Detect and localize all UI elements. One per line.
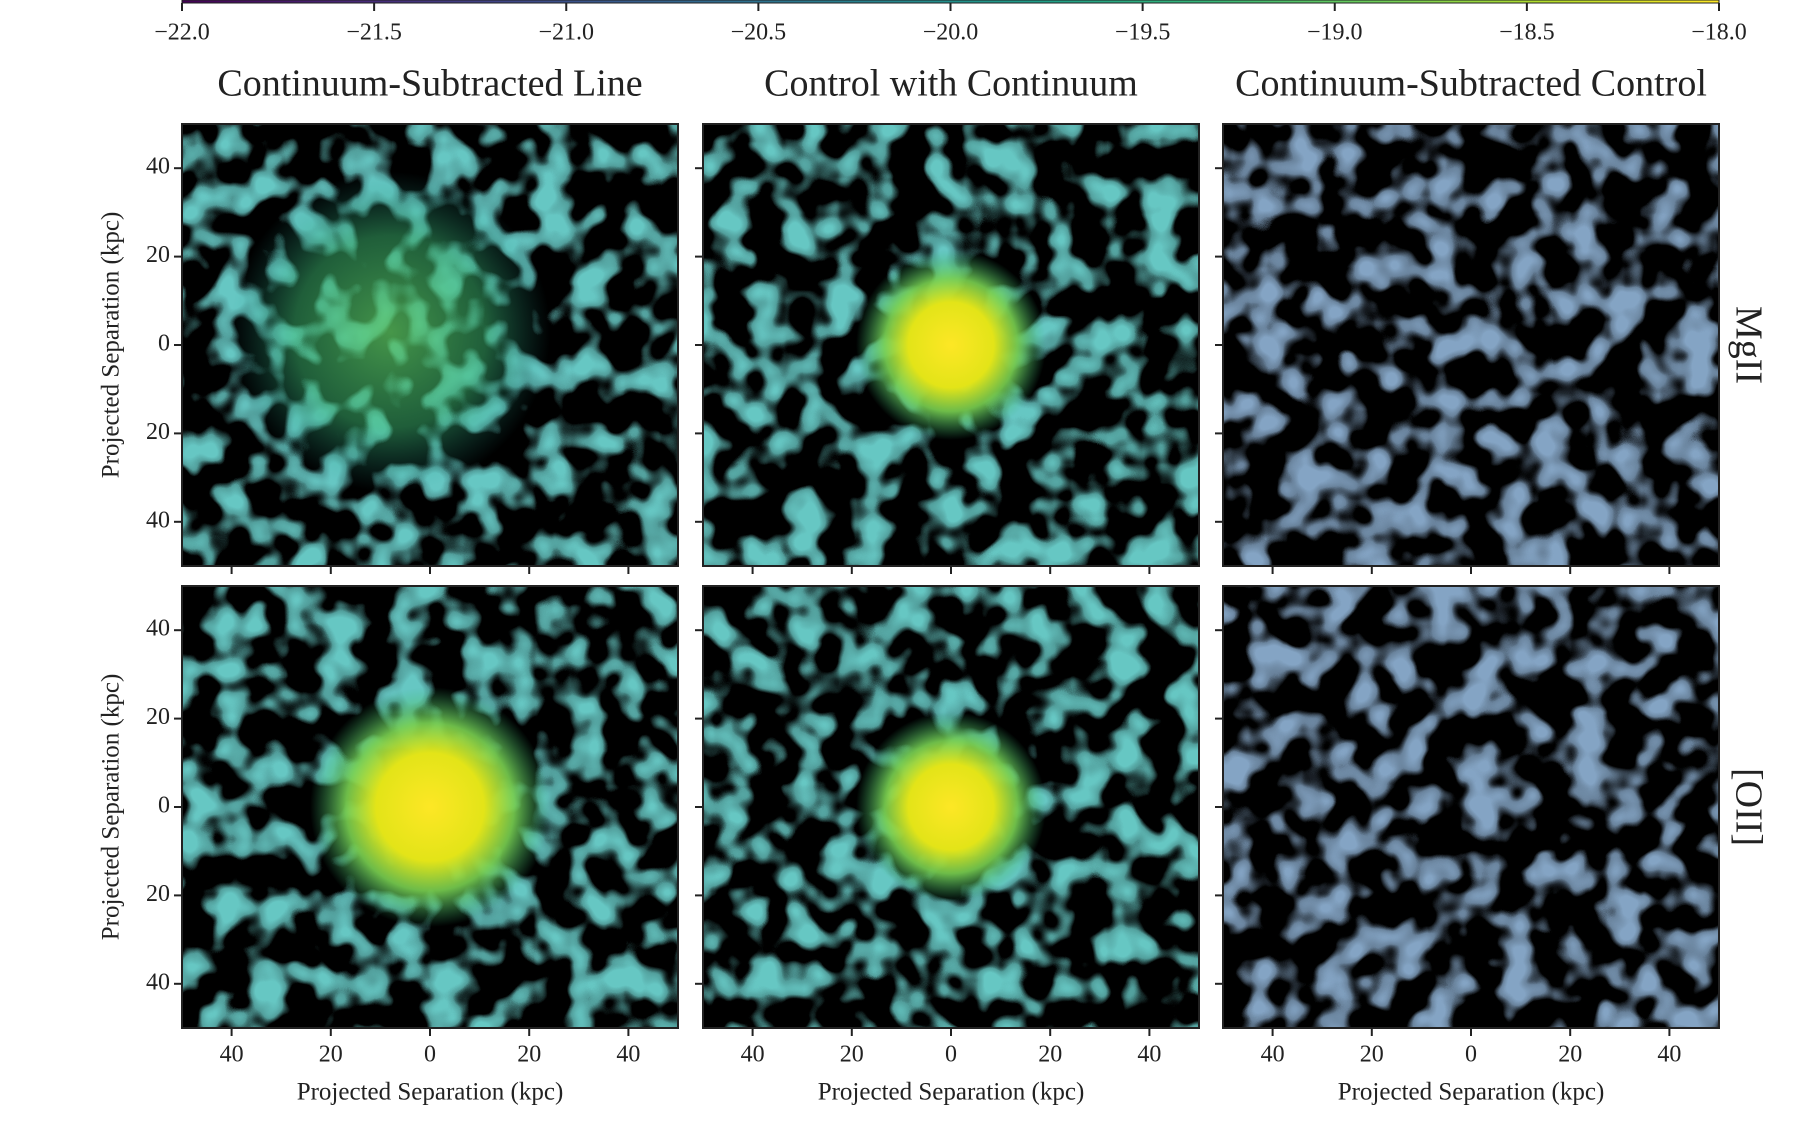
- image-panel: [182, 586, 678, 1028]
- row-label: MgII: [1727, 306, 1769, 384]
- image-panel: [1223, 124, 1719, 566]
- x-tick-label: 20: [1558, 1042, 1582, 1068]
- y-tick-label: 0: [158, 331, 170, 357]
- image-panel: [703, 124, 1199, 566]
- colorbar-tick-label: −21.0: [538, 20, 594, 46]
- x-tick-label: 40: [1261, 1042, 1285, 1068]
- column-title: Continuum-Subtracted Line: [217, 63, 642, 105]
- y-tick-label: 40: [146, 616, 170, 642]
- column-title: Continuum-Subtracted Control: [1235, 63, 1707, 105]
- colorbar-tick-label: −21.5: [346, 20, 402, 46]
- y-tick-label: 40: [146, 969, 170, 995]
- x-tick-label: 40: [616, 1042, 640, 1068]
- x-tick-label: 20: [840, 1042, 864, 1068]
- y-tick-label: 20: [146, 704, 170, 730]
- colorbar-tick-label: −19.5: [1115, 20, 1171, 46]
- x-axis-label: Projected Separation (kpc): [818, 1079, 1085, 1106]
- row-label: [OII]: [1727, 768, 1769, 846]
- colorbar-tick-label: −20.5: [731, 20, 787, 46]
- colorbar-tick-label: −18.5: [1499, 20, 1555, 46]
- emission-glow: [856, 712, 1046, 902]
- y-tick-label: 40: [146, 507, 170, 533]
- y-axis-label: Projected Separation (kpc): [98, 674, 125, 941]
- colorbar-tick-label: −18.0: [1691, 20, 1747, 46]
- x-tick-label: 40: [741, 1042, 765, 1068]
- image-panel: [1223, 586, 1719, 1028]
- x-tick-label: 20: [517, 1042, 541, 1068]
- colorbar: [181, 0, 1720, 4]
- x-tick-label: 20: [1038, 1042, 1062, 1068]
- noise-texture: [1223, 586, 1719, 1028]
- y-tick-label: 20: [146, 242, 170, 268]
- column-title: Control with Continuum: [764, 63, 1138, 105]
- x-axis-label: Projected Separation (kpc): [297, 1079, 564, 1106]
- noise-texture: [1223, 124, 1719, 566]
- emission-glow: [310, 687, 550, 927]
- x-axis-label: Projected Separation (kpc): [1338, 1079, 1605, 1106]
- x-tick-label: 20: [319, 1042, 343, 1068]
- x-tick-label: 40: [1137, 1042, 1161, 1068]
- y-axis-label: Projected Separation (kpc): [98, 212, 125, 479]
- x-tick-label: 0: [424, 1042, 436, 1068]
- y-tick-label: 0: [158, 793, 170, 819]
- x-tick-label: 20: [1360, 1042, 1384, 1068]
- colorbar-tick-label: −20.0: [923, 20, 979, 46]
- image-panel: [182, 124, 678, 566]
- x-tick-label: 40: [1657, 1042, 1681, 1068]
- x-tick-label: 0: [945, 1042, 957, 1068]
- colorbar-tick-label: −22.0: [154, 20, 210, 46]
- x-tick-label: 0: [1465, 1042, 1477, 1068]
- y-tick-label: 20: [146, 419, 170, 445]
- image-panel: [703, 586, 1199, 1028]
- y-tick-label: 20: [146, 881, 170, 907]
- x-tick-label: 40: [220, 1042, 244, 1068]
- y-tick-label: 40: [146, 154, 170, 180]
- emission-glow: [856, 250, 1046, 440]
- emission-glow: [230, 171, 551, 492]
- colorbar-tick-label: −19.0: [1307, 20, 1363, 46]
